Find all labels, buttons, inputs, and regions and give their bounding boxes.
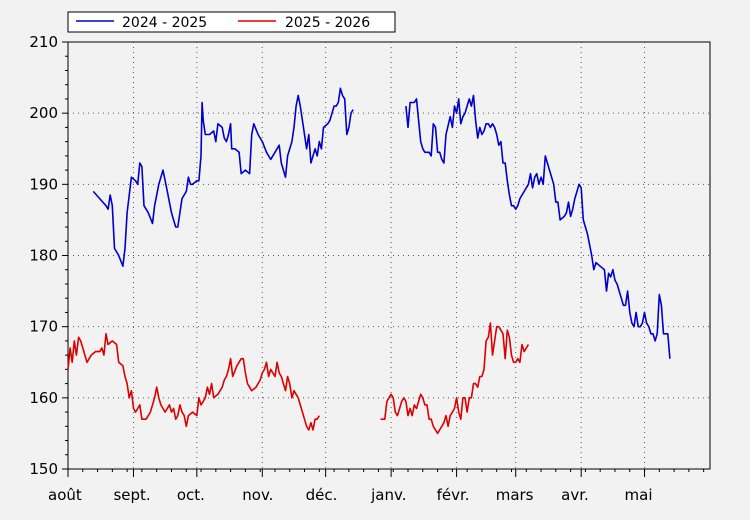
y-tick-label: 180 [29,247,58,265]
series-line-2025-2026 [67,332,320,431]
y-tick-label: 210 [29,33,58,51]
x-tick-label: févr. [437,486,470,504]
x-tick-label: avr. [561,486,589,504]
series-line-2025-2026 [380,322,530,435]
x-axis: août sept. oct. nov. déc. janv. févr. mars avr. m… [48,469,705,504]
y-tick-label: 200 [29,104,58,122]
series-line-2024-2025 [405,94,671,359]
x-tick-label: août [48,486,82,504]
y-tick-label: 170 [29,318,58,336]
y-tick-label: 150 [29,460,58,478]
y-tick-label: 160 [29,389,58,407]
legend-label-2024-2025: 2024 - 2025 [122,15,207,31]
legend: 2024 - 2025 2025 - 2026 [67,11,396,33]
legend-box [67,11,396,33]
x-tick-label: sept. [113,486,150,504]
y-tick-label: 190 [29,175,58,193]
x-tick-label: nov. [242,486,273,504]
x-tick-label: déc. [306,486,338,504]
x-tick-label: mai [625,486,653,504]
series-lines [67,87,671,435]
x-tick-label: janv. [370,486,406,504]
y-axis: 150 160 170 180 190 200 210 [29,33,68,478]
x-tick-label: mars [496,486,534,504]
x-tick-label: oct. [177,486,205,504]
legend-label-2025-2026: 2025 - 2026 [285,15,370,31]
grid [68,42,710,469]
series-line-2024-2025 [92,87,354,268]
